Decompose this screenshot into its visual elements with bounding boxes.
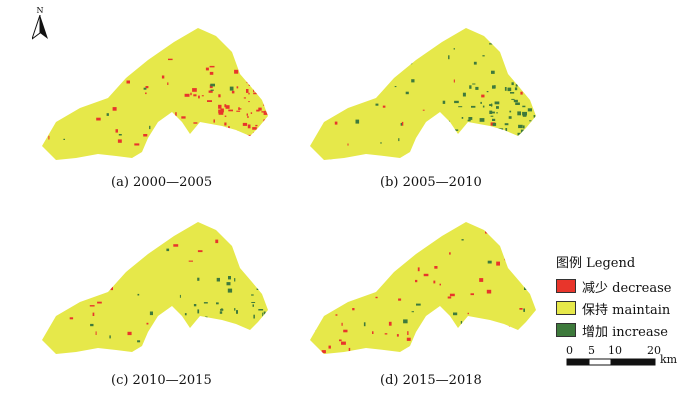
- legend-swatch-decrease: [556, 279, 576, 293]
- legend-label-increase: 增加 increase: [582, 324, 668, 340]
- scale-tick-20: 20: [647, 344, 661, 357]
- land-change-map-d: [310, 222, 536, 354]
- scale-bar: 0 5 10 20 km: [560, 344, 690, 374]
- legend-swatch-maintain: [556, 301, 576, 315]
- caption-map-c: (c) 2010—2015: [111, 373, 212, 388]
- scale-tick-10: 10: [608, 344, 622, 357]
- legend-label-decrease: 减少 decrease: [582, 280, 672, 296]
- legend-swatch-increase: [556, 323, 576, 337]
- region-maintain-d: [310, 222, 536, 354]
- land-change-map-a: [42, 28, 268, 160]
- north-label: N: [36, 6, 44, 15]
- legend-title: 图例 Legend: [556, 256, 636, 271]
- caption-map-d: (d) 2015—2018: [380, 373, 482, 388]
- scale-tick-5: 5: [588, 344, 595, 357]
- region-maintain-b: [310, 28, 536, 160]
- region-maintain-c: [42, 222, 268, 354]
- north-arrow-icon: [31, 14, 48, 41]
- legend-item-maintain: 保持 maintain: [556, 298, 671, 318]
- land-change-map-c: [42, 222, 268, 354]
- land-change-map-b: [310, 28, 536, 160]
- scale-tick-0: 0: [566, 344, 573, 357]
- caption-map-a: (a) 2000—2005: [111, 175, 213, 190]
- legend: 图例 Legend 减少 decrease 保持 maintain 增加 inc…: [556, 252, 671, 342]
- scale-bar-graphic: [566, 358, 656, 366]
- legend-item-decrease: 减少 decrease: [556, 276, 671, 296]
- region-maintain-a: [42, 28, 268, 160]
- legend-label-maintain: 保持 maintain: [582, 302, 671, 318]
- caption-map-b: (b) 2005—2010: [380, 175, 482, 190]
- legend-item-increase: 增加 increase: [556, 320, 671, 340]
- scale-unit: km: [660, 353, 678, 366]
- north-arrow: N: [31, 6, 48, 45]
